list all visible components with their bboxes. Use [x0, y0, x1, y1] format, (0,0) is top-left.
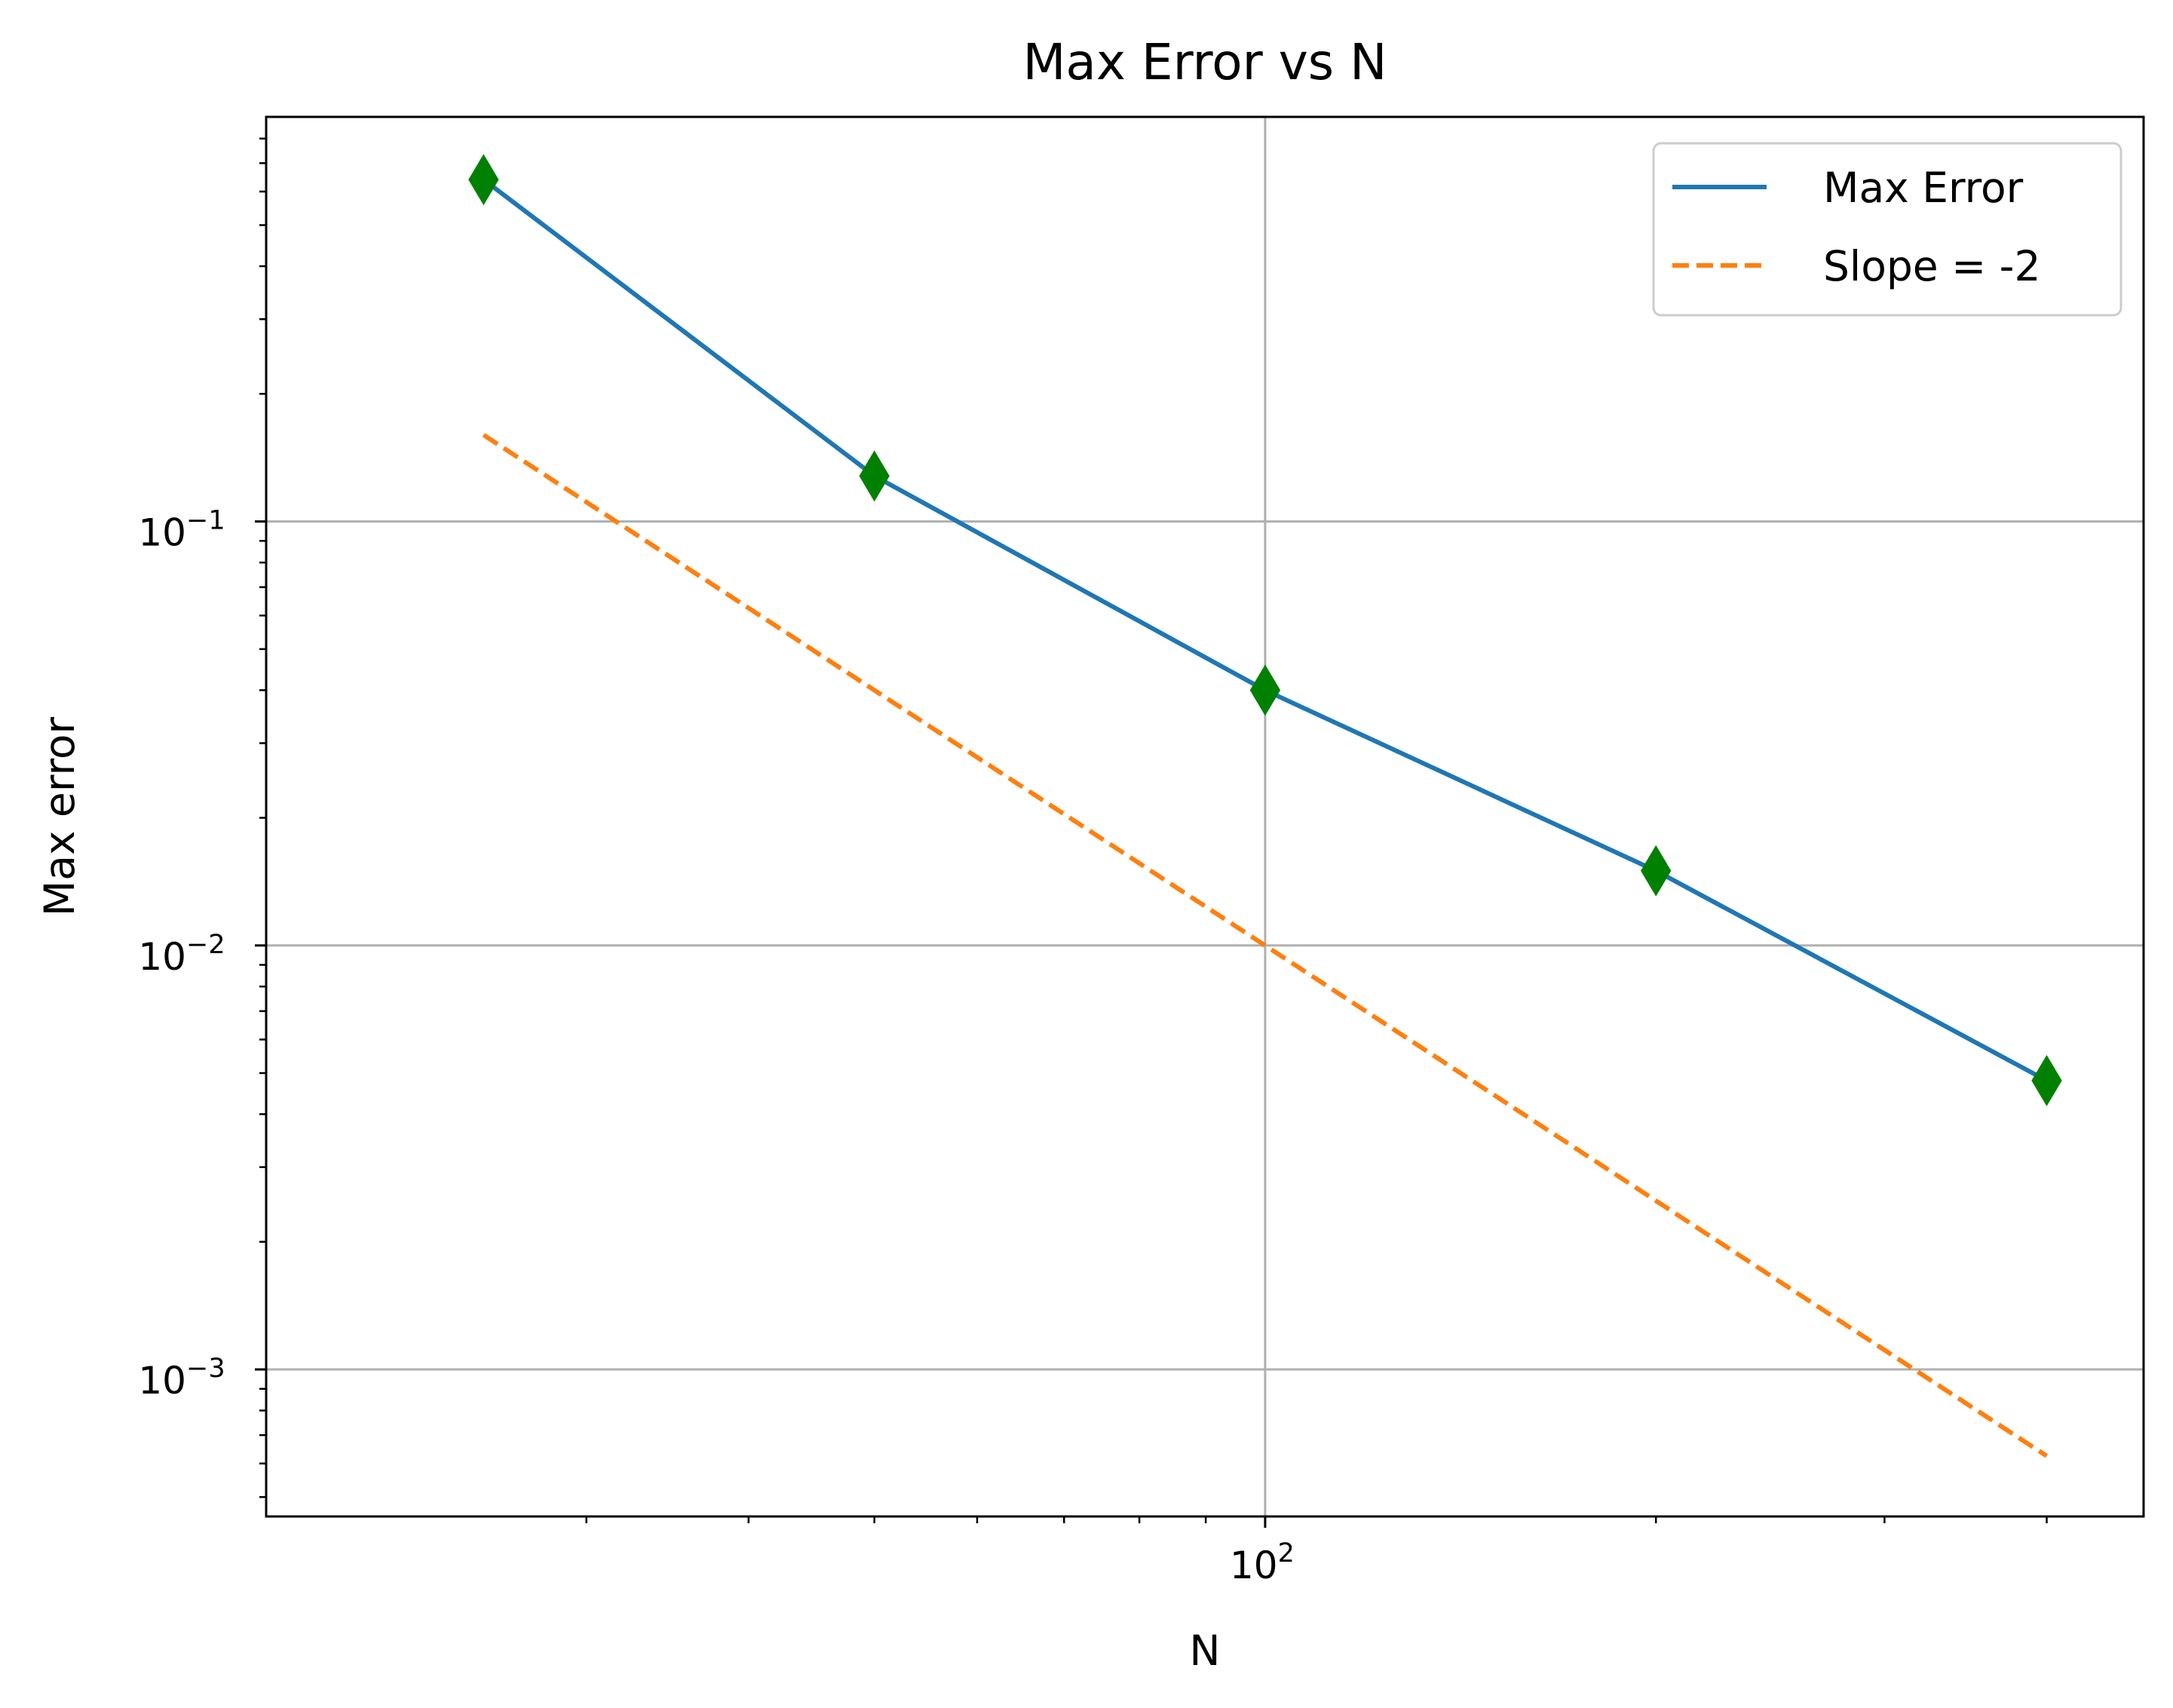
legend-label-1: Slope = -2	[1823, 242, 2040, 290]
legend-box	[1652, 142, 2122, 317]
marker-layer	[468, 154, 2062, 1106]
series-line-1	[482, 433, 2049, 1458]
data-point-marker	[2031, 1055, 2062, 1106]
data-point-marker	[859, 450, 890, 502]
legend-label-0: Max Error	[1823, 164, 2024, 212]
y-axis-label: Max error	[35, 716, 84, 916]
plot-area-background	[266, 117, 2144, 1516]
y-tick-label: 10−1	[138, 506, 225, 555]
data-point-marker	[1641, 845, 1672, 897]
data-point-marker	[468, 154, 499, 206]
grid	[266, 117, 2144, 1516]
legend: Max Error Slope = -2	[1652, 142, 2122, 317]
x-axis-label: N	[1189, 1627, 1220, 1675]
data-point-marker	[1249, 664, 1281, 716]
chart-title: Max Error vs N	[1022, 33, 1387, 91]
